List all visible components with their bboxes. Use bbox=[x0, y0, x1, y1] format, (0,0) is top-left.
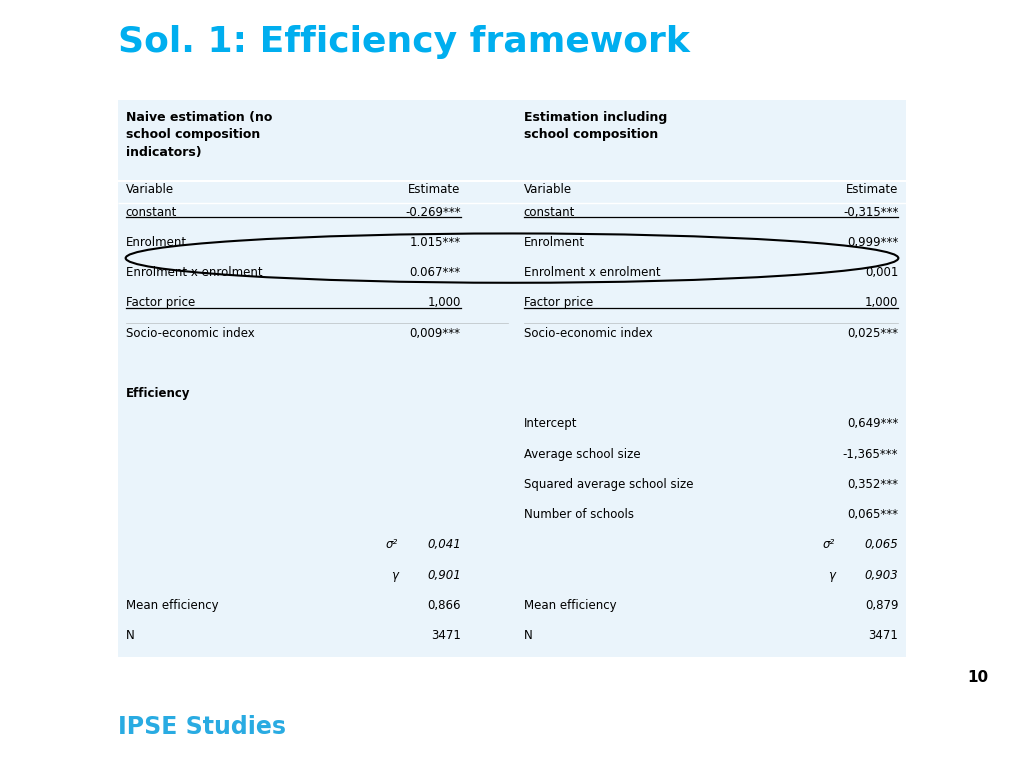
Text: 0,009***: 0,009*** bbox=[410, 326, 461, 339]
Text: 0,903: 0,903 bbox=[864, 568, 898, 581]
Text: 0,001: 0,001 bbox=[865, 266, 898, 279]
Text: -0,315***: -0,315*** bbox=[843, 206, 898, 219]
Text: 0,879: 0,879 bbox=[865, 599, 898, 612]
Text: 0,649***: 0,649*** bbox=[847, 417, 898, 430]
Text: N: N bbox=[524, 629, 532, 642]
Text: Enrolment x enrolment: Enrolment x enrolment bbox=[126, 266, 262, 279]
Text: 0,065***: 0,065*** bbox=[847, 508, 898, 521]
Text: Enrolment x enrolment: Enrolment x enrolment bbox=[524, 266, 660, 279]
Text: Estimate: Estimate bbox=[409, 184, 461, 197]
Text: constant: constant bbox=[524, 206, 575, 219]
Text: Average school size: Average school size bbox=[524, 448, 640, 461]
Text: Socio-economic index: Socio-economic index bbox=[524, 326, 652, 339]
Text: -0.269***: -0.269*** bbox=[406, 206, 461, 219]
Text: Mean efficiency: Mean efficiency bbox=[524, 599, 616, 612]
Text: Intercept: Intercept bbox=[524, 417, 578, 430]
Text: Factor price: Factor price bbox=[126, 296, 195, 310]
Text: Naive estimation (no
school composition
indicators): Naive estimation (no school composition … bbox=[126, 111, 272, 159]
Text: 3471: 3471 bbox=[431, 629, 461, 642]
Text: constant: constant bbox=[126, 206, 177, 219]
Text: σ²: σ² bbox=[823, 538, 836, 551]
Text: σ²: σ² bbox=[385, 538, 397, 551]
Text: Mean efficiency: Mean efficiency bbox=[126, 599, 218, 612]
Text: γ: γ bbox=[828, 568, 836, 581]
Text: IPSE Studies: IPSE Studies bbox=[118, 714, 286, 739]
Text: Estimation including
school composition: Estimation including school composition bbox=[524, 111, 667, 141]
Text: N: N bbox=[126, 629, 134, 642]
Text: Variable: Variable bbox=[126, 184, 174, 197]
Text: 0,025***: 0,025*** bbox=[847, 326, 898, 339]
Text: 0,901: 0,901 bbox=[427, 568, 461, 581]
Text: 0,352***: 0,352*** bbox=[847, 478, 898, 491]
Text: 1.015***: 1.015*** bbox=[410, 236, 461, 249]
Text: 3471: 3471 bbox=[868, 629, 898, 642]
Text: Enrolment: Enrolment bbox=[126, 236, 186, 249]
Text: Number of schools: Number of schools bbox=[524, 508, 634, 521]
Text: 10: 10 bbox=[967, 670, 988, 685]
Text: 0,065: 0,065 bbox=[864, 538, 898, 551]
Text: Estimate: Estimate bbox=[846, 184, 898, 197]
Text: 1,000: 1,000 bbox=[865, 296, 898, 310]
Text: Efficiency: Efficiency bbox=[126, 387, 190, 400]
Text: Factor price: Factor price bbox=[524, 296, 593, 310]
Text: Squared average school size: Squared average school size bbox=[524, 478, 693, 491]
Text: 0,866: 0,866 bbox=[427, 599, 461, 612]
Text: γ: γ bbox=[391, 568, 397, 581]
Text: Variable: Variable bbox=[524, 184, 572, 197]
Text: Sol. 1: Efficiency framework: Sol. 1: Efficiency framework bbox=[118, 25, 689, 59]
Text: 0,041: 0,041 bbox=[427, 538, 461, 551]
Text: 1,000: 1,000 bbox=[427, 296, 461, 310]
Text: -1,365***: -1,365*** bbox=[843, 448, 898, 461]
Text: 0,999***: 0,999*** bbox=[847, 236, 898, 249]
Text: 0.067***: 0.067*** bbox=[410, 266, 461, 279]
Text: Enrolment: Enrolment bbox=[524, 236, 585, 249]
Text: Socio-economic index: Socio-economic index bbox=[126, 326, 254, 339]
